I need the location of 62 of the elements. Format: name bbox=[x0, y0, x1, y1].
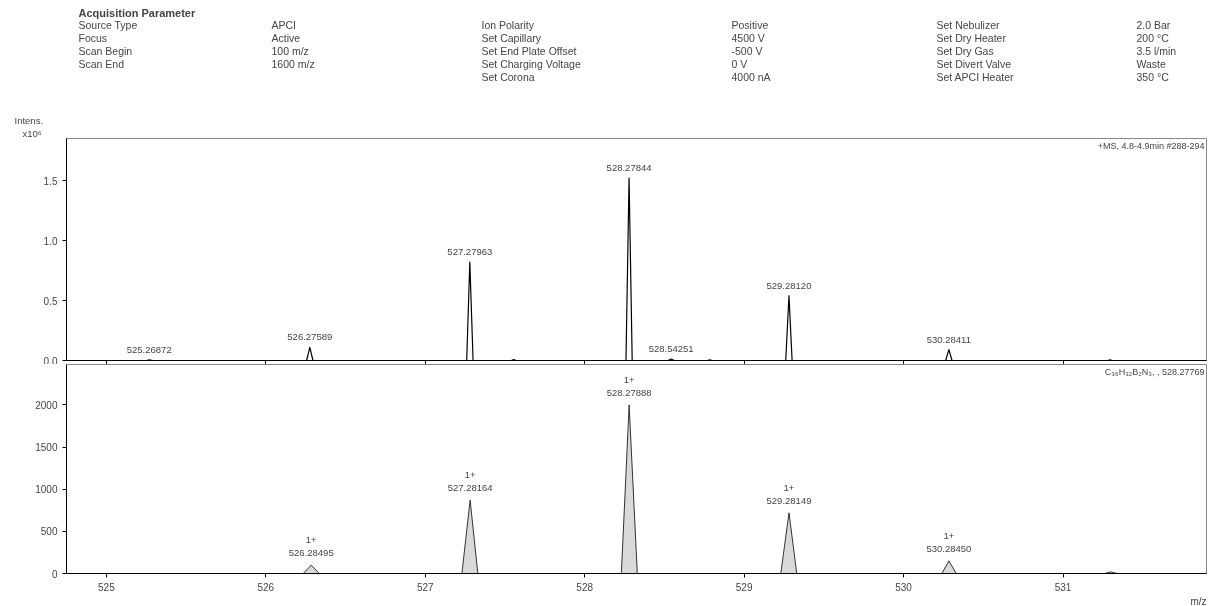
text: Positive bbox=[731, 18, 769, 31]
text: 100 m/z bbox=[271, 44, 309, 57]
y-tick-label: 0 bbox=[51, 568, 58, 580]
annotation: 525.26872 bbox=[126, 343, 172, 355]
y-tick-label: 0.5 bbox=[43, 295, 58, 307]
x-axis-title: m/z bbox=[1190, 595, 1207, 606]
text: 0 V bbox=[731, 57, 748, 70]
text: Scan Begin bbox=[78, 44, 133, 57]
x-tick-label: 525 bbox=[98, 581, 116, 593]
x-tick-label: 529 bbox=[735, 581, 753, 593]
text: 4500 V bbox=[731, 31, 765, 44]
text: Focus bbox=[78, 31, 108, 44]
text: Ion Polarity bbox=[481, 18, 535, 31]
text: Set Divert Valve bbox=[936, 57, 1012, 70]
y-tick-label: 1.0 bbox=[43, 235, 58, 247]
y-tick-label: 500 bbox=[40, 526, 58, 538]
text: Waste bbox=[1136, 57, 1167, 70]
text: 3.5 l/min bbox=[1136, 44, 1177, 57]
y-tick-label: 0.0 bbox=[43, 355, 58, 367]
text: 200 °C bbox=[1136, 31, 1170, 44]
x-tick-label: 526 bbox=[257, 581, 275, 593]
annotation: 1+ 527.28164 bbox=[447, 468, 493, 494]
text: -500 V bbox=[731, 44, 763, 57]
y-tick-label: 2000 bbox=[35, 399, 58, 411]
text: Set Corona bbox=[481, 70, 535, 83]
y-tick-label: 1000 bbox=[35, 484, 58, 496]
text: 4000 nA bbox=[731, 70, 771, 83]
text: Set Nebulizer bbox=[936, 18, 1001, 31]
annotation: 527.27963 bbox=[447, 246, 493, 258]
annotation: 529.28120 bbox=[766, 279, 812, 291]
text: Scan End bbox=[78, 57, 125, 70]
annotation: 526.27589 bbox=[287, 331, 333, 343]
annotation: 528.27844 bbox=[606, 162, 652, 174]
text: Set Capillary bbox=[481, 31, 542, 44]
text: x10⁶ bbox=[22, 127, 42, 139]
text: 1600 m/z bbox=[271, 57, 315, 70]
annotation: 1+ 528.27888 bbox=[606, 373, 652, 398]
annotation: 1+ 530.28450 bbox=[926, 529, 972, 554]
text: Set Charging Voltage bbox=[481, 57, 581, 70]
text: 350 °C bbox=[1136, 70, 1170, 83]
annotation: 530.28411 bbox=[926, 333, 971, 345]
y-axis-title: Intens. bbox=[14, 114, 44, 126]
annotation: 1+ 529.28149 bbox=[766, 481, 812, 506]
text: 2.0 Bar bbox=[1136, 18, 1171, 31]
source-note: Source Type bbox=[78, 18, 138, 31]
x-tick-label: 527 bbox=[416, 581, 435, 593]
annotation: 1+ 526.28495 bbox=[288, 533, 334, 559]
text: APCI bbox=[271, 18, 297, 31]
x-tick-label: 530 bbox=[895, 581, 913, 593]
y-tick-label: 1500 bbox=[35, 442, 58, 454]
annotation: 528.54251 bbox=[648, 343, 694, 355]
x-tick-label: 528 bbox=[576, 581, 594, 593]
text: Set Dry Gas bbox=[936, 44, 994, 57]
x-tick-label: 531 bbox=[1054, 581, 1072, 593]
text: Acquisition Parameter bbox=[78, 6, 196, 19]
y-tick-label: 1.5 bbox=[43, 175, 58, 187]
text: Set End Plate Offset bbox=[481, 44, 577, 57]
chart-subtitle: C₃₆H₃₂B₂N₃, , 528.27769 bbox=[1104, 366, 1205, 377]
chart-subtitle: +MS, 4.8-4.9min #288-294 bbox=[1097, 140, 1205, 151]
text: Set Dry Heater bbox=[936, 31, 1007, 44]
text: Active bbox=[271, 31, 301, 44]
text: Set APCI Heater bbox=[936, 70, 1015, 83]
